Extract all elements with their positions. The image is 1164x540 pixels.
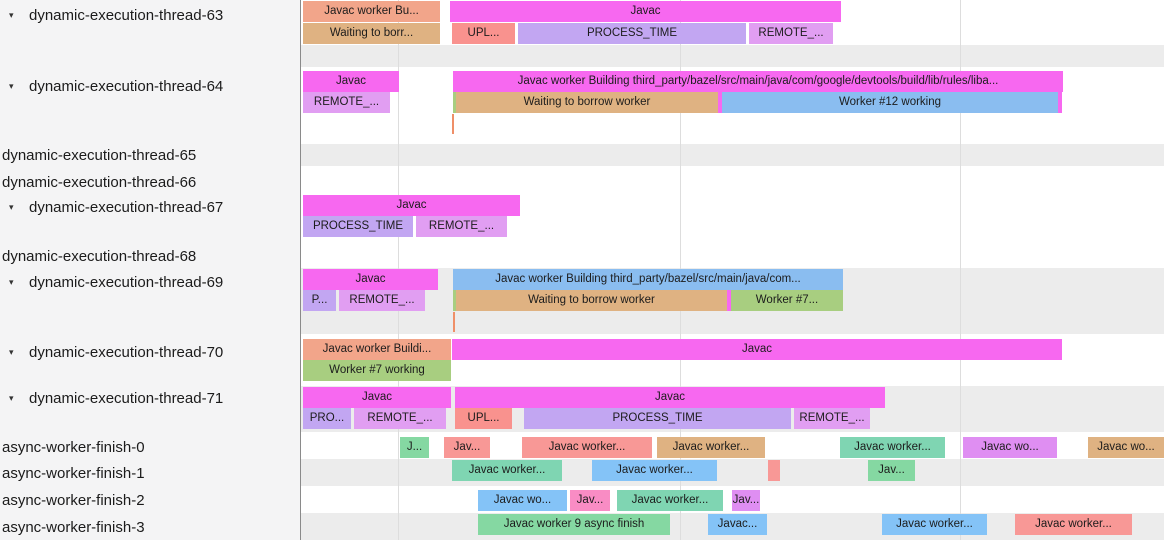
track-label-row: async-worker-finish-1 [0,462,300,484]
row-background-band [301,144,1164,166]
tiny-event-tick[interactable] [452,114,454,134]
trace-event-bar[interactable]: Waiting to borrow worker [456,290,727,311]
trace-event-bar[interactable] [718,92,722,113]
trace-event-bar[interactable]: Javac worker Bu... [303,1,440,22]
trace-event-bar[interactable]: Javac [303,71,399,92]
trace-event-bar[interactable]: Javac... [708,514,767,535]
trace-event-bar[interactable]: REMOTE_... [354,408,446,429]
trace-event-bar[interactable]: Javac worker... [452,460,562,481]
track-label-row[interactable]: ▾ dynamic-execution-thread-69 [0,271,300,293]
track-label: dynamic-execution-thread-68 [2,247,197,265]
trace-event-bar[interactable]: Javac [455,387,885,408]
trace-event-bar[interactable]: Worker #7 working [303,360,451,381]
track-label-row[interactable]: ▾ dynamic-execution-thread-70 [0,341,300,363]
trace-event-bar[interactable]: PROCESS_TIME [518,23,746,44]
collapse-triangle-icon[interactable]: ▾ [9,392,14,403]
trace-event-bar[interactable]: Javac wo... [1088,437,1164,458]
trace-event-bar[interactable] [453,290,456,311]
trace-event-bar[interactable]: J... [400,437,429,458]
trace-event-bar[interactable]: Waiting to borr... [303,23,440,44]
trace-event-bar[interactable]: PROCESS_TIME [524,408,791,429]
track-label: dynamic-execution-thread-69 [29,273,224,291]
collapse-triangle-icon[interactable]: ▾ [9,80,14,91]
track-label-row: dynamic-execution-thread-65 [0,144,300,166]
trace-event-bar[interactable]: Javac [303,269,438,290]
trace-event-bar[interactable]: Javac worker Buildi... [303,339,451,360]
trace-event-bar[interactable]: Javac worker... [657,437,765,458]
trace-event-bar[interactable]: Javac worker... [617,490,723,511]
trace-event-bar[interactable]: Javac worker... [840,437,945,458]
collapse-triangle-icon[interactable]: ▾ [9,276,14,287]
trace-event-bar[interactable]: Waiting to borrow worker [456,92,718,113]
track-label: dynamic-execution-thread-70 [29,343,224,361]
trace-event-bar[interactable]: Javac worker... [592,460,717,481]
trace-event-bar[interactable] [768,460,780,481]
tiny-event-tick[interactable] [453,312,455,332]
track-label: dynamic-execution-thread-66 [2,173,197,191]
trace-event-bar[interactable]: Jav... [868,460,915,481]
row-background-band [301,45,1164,67]
trace-event-bar[interactable]: Jav... [444,437,490,458]
trace-event-bar[interactable]: Javac worker... [882,514,987,535]
trace-event-bar[interactable]: Javac worker... [1015,514,1132,535]
track-label: dynamic-execution-thread-67 [29,198,224,216]
trace-event-bar[interactable]: UPL... [455,408,512,429]
row-background-band [301,459,1164,486]
track-sidebar: ▾ dynamic-execution-thread-63 ▾ dynamic-exe… [0,0,301,540]
track-label-row: dynamic-execution-thread-68 [0,245,300,267]
trace-event-bar[interactable]: Javac worker Building third_party/bazel/… [453,269,843,290]
trace-event-bar[interactable]: Javac wo... [963,437,1057,458]
track-label-row[interactable]: ▾ dynamic-execution-thread-71 [0,387,300,409]
track-label: dynamic-execution-thread-63 [29,6,224,24]
track-label: dynamic-execution-thread-71 [29,389,224,407]
track-label: async-worker-finish-0 [2,438,145,456]
track-label-row: async-worker-finish-2 [0,489,300,511]
trace-event-bar[interactable]: Javac worker Building third_party/bazel/… [453,71,1063,92]
trace-event-bar[interactable]: Javac [303,195,520,216]
trace-event-bar[interactable] [453,92,456,113]
track-label: async-worker-finish-1 [2,464,145,482]
trace-event-bar[interactable]: PRO... [303,408,351,429]
collapse-triangle-icon[interactable]: ▾ [9,201,14,212]
trace-event-bar[interactable] [1058,92,1062,113]
trace-event-bar[interactable]: UPL... [452,23,515,44]
trace-event-bar[interactable]: REMOTE_... [794,408,870,429]
trace-event-bar[interactable]: Jav... [732,490,760,511]
collapse-triangle-icon[interactable]: ▾ [9,346,14,357]
trace-event-bar[interactable]: REMOTE_... [339,290,425,311]
trace-event-bar[interactable]: P... [303,290,336,311]
track-label: dynamic-execution-thread-65 [2,146,197,164]
trace-event-bar[interactable]: REMOTE_... [303,92,390,113]
trace-event-bar[interactable]: Jav... [570,490,610,511]
track-label-row: dynamic-execution-thread-66 [0,171,300,193]
trace-event-bar[interactable]: Javac worker... [522,437,652,458]
track-label-row: async-worker-finish-0 [0,436,300,458]
trace-event-bar[interactable]: Javac [303,387,451,408]
track-label: async-worker-finish-2 [2,491,145,509]
track-label: async-worker-finish-3 [2,518,145,536]
trace-event-bar[interactable]: REMOTE_... [749,23,833,44]
trace-event-bar[interactable]: PROCESS_TIME [303,216,413,237]
collapse-triangle-icon[interactable]: ▾ [9,9,14,20]
trace-event-bar[interactable]: Worker #7... [731,290,843,311]
trace-event-bar[interactable]: Javac [450,1,841,22]
trace-event-bar[interactable] [727,290,731,311]
trace-event-bar[interactable]: Javac worker 9 async finish [478,514,670,535]
trace-event-bar[interactable]: Javac [452,339,1062,360]
track-label-row[interactable]: ▾ dynamic-execution-thread-64 [0,75,300,97]
track-label-row[interactable]: ▾ dynamic-execution-thread-67 [0,196,300,218]
track-label: dynamic-execution-thread-64 [29,77,224,95]
time-gridline [960,0,961,540]
track-label-row: async-worker-finish-3 [0,516,300,538]
trace-event-bar[interactable]: Worker #12 working [722,92,1058,113]
trace-event-bar[interactable]: Javac wo... [478,490,567,511]
track-label-row[interactable]: ▾ dynamic-execution-thread-63 [0,4,300,26]
trace-event-bar[interactable]: REMOTE_... [416,216,507,237]
